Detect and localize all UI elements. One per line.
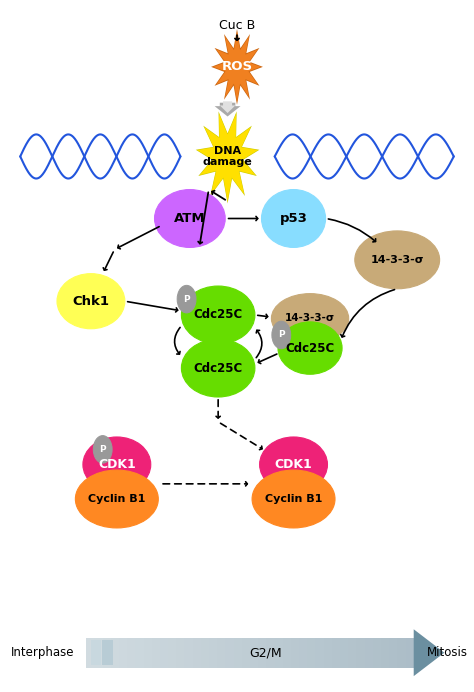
Ellipse shape (272, 293, 349, 343)
Bar (242, 637, 250, 668)
Text: Cdc25C: Cdc25C (193, 361, 243, 374)
Bar (316, 637, 324, 668)
Text: Chk1: Chk1 (73, 295, 109, 308)
Polygon shape (220, 101, 236, 113)
Bar (192, 637, 201, 668)
Polygon shape (197, 113, 258, 201)
Bar (209, 637, 218, 668)
Text: ROS: ROS (221, 60, 253, 73)
Bar (144, 637, 152, 668)
Bar (91, 640, 101, 665)
Bar (102, 640, 113, 665)
Bar (291, 637, 300, 668)
Text: p53: p53 (280, 212, 308, 225)
Bar (136, 637, 144, 668)
Ellipse shape (252, 470, 335, 528)
Circle shape (93, 435, 112, 463)
Bar (381, 637, 390, 668)
Bar (397, 637, 406, 668)
Text: DNA
damage: DNA damage (203, 145, 253, 167)
Ellipse shape (260, 437, 328, 492)
Bar (86, 637, 95, 668)
Ellipse shape (182, 339, 255, 397)
Text: Cdc25C: Cdc25C (285, 342, 335, 354)
Text: P: P (183, 295, 190, 304)
Text: Cdc25C: Cdc25C (193, 309, 243, 322)
Bar (234, 637, 242, 668)
Ellipse shape (355, 231, 439, 289)
Bar (201, 637, 210, 668)
Text: 14-3-3-σ: 14-3-3-σ (371, 255, 424, 265)
Bar (168, 637, 177, 668)
Bar (250, 637, 259, 668)
Text: P: P (100, 445, 106, 454)
Bar (299, 637, 308, 668)
Polygon shape (414, 629, 444, 676)
Bar (119, 637, 128, 668)
Ellipse shape (83, 437, 151, 492)
Bar (102, 637, 111, 668)
Text: G2/M: G2/M (249, 646, 282, 659)
Bar (373, 637, 382, 668)
Bar (258, 637, 267, 668)
Bar (406, 637, 414, 668)
Ellipse shape (262, 190, 326, 248)
Ellipse shape (278, 322, 342, 374)
Text: P: P (278, 331, 284, 340)
Bar (389, 637, 398, 668)
Polygon shape (196, 111, 259, 203)
Bar (340, 637, 349, 668)
Circle shape (177, 285, 196, 313)
Bar (266, 637, 275, 668)
Ellipse shape (155, 190, 225, 248)
Ellipse shape (182, 286, 255, 344)
Bar (176, 637, 185, 668)
Text: Cuc B: Cuc B (219, 19, 255, 32)
Bar (160, 637, 169, 668)
Bar (332, 637, 340, 668)
Text: CDK1: CDK1 (98, 458, 136, 471)
Ellipse shape (57, 273, 125, 329)
Polygon shape (211, 29, 263, 104)
Bar (226, 637, 234, 668)
Circle shape (272, 321, 291, 349)
Bar (365, 637, 373, 668)
Polygon shape (215, 102, 240, 116)
Bar (274, 637, 283, 668)
Text: Mitosis: Mitosis (427, 646, 468, 659)
Polygon shape (213, 32, 261, 102)
Bar (111, 637, 119, 668)
Bar (184, 637, 193, 668)
Bar (324, 637, 332, 668)
Bar (94, 637, 103, 668)
Text: Cyclin B1: Cyclin B1 (88, 494, 146, 504)
Bar (152, 637, 160, 668)
Bar (307, 637, 316, 668)
Text: 14-3-3-σ: 14-3-3-σ (285, 313, 335, 323)
Ellipse shape (75, 470, 158, 528)
Bar (217, 637, 226, 668)
Bar (356, 637, 365, 668)
Bar (348, 637, 357, 668)
Text: ATM: ATM (174, 212, 206, 225)
Bar (127, 637, 136, 668)
Text: CDK1: CDK1 (274, 458, 312, 471)
Text: Cyclin B1: Cyclin B1 (265, 494, 322, 504)
Text: Interphase: Interphase (11, 646, 74, 659)
Bar (283, 637, 292, 668)
